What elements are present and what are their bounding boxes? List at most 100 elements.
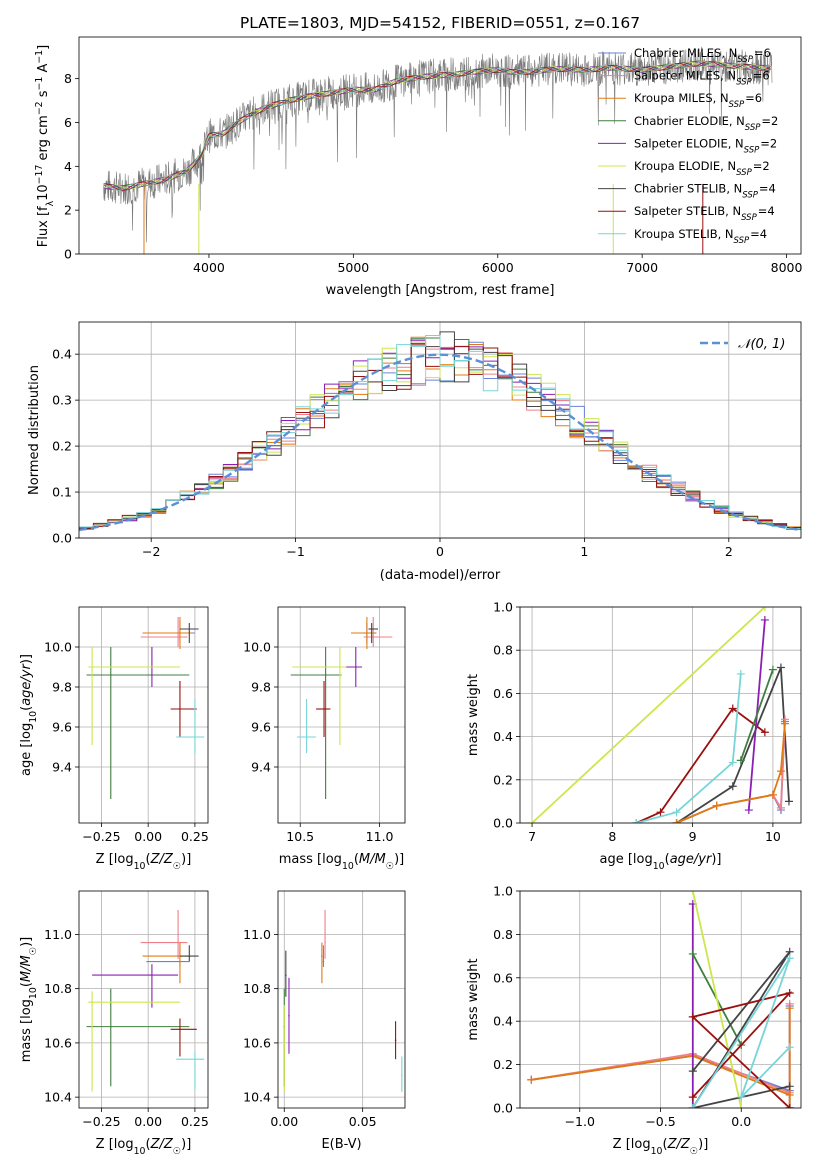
y-tick-label: 9.4 bbox=[251, 760, 271, 775]
weight-marker bbox=[672, 808, 681, 817]
label-part: −2 bbox=[34, 101, 45, 115]
errorbar-point bbox=[91, 666, 93, 668]
weight-marker bbox=[656, 808, 665, 817]
y-axis-label: mass weight bbox=[466, 958, 481, 1040]
legend-label-salpeter_elodie: Salpeter ELODIE, NSSP=2 bbox=[634, 136, 777, 155]
weight-marker bbox=[760, 607, 769, 611]
x-tick-label: 0 bbox=[436, 544, 444, 559]
weight-marker bbox=[728, 758, 737, 767]
label-part: age/yr bbox=[19, 662, 34, 705]
legend-label-normal: 𝒩(0, 1) bbox=[738, 337, 785, 352]
label-part: 10 bbox=[653, 861, 665, 872]
axes-frame bbox=[78, 606, 209, 824]
weight-marker bbox=[785, 1090, 794, 1099]
axes-frame bbox=[277, 606, 406, 824]
x-tick-label: −1 bbox=[286, 544, 304, 559]
label-part: )] bbox=[711, 852, 721, 867]
errorbar-kroupa_elodie bbox=[88, 991, 180, 1092]
label-part: Z/Z bbox=[150, 852, 174, 867]
weight-marker bbox=[776, 767, 785, 776]
x-axis-label: age [log10(age/yr)] bbox=[599, 852, 721, 872]
legend-suffix: =4 bbox=[758, 204, 775, 218]
x-tick-label: 0.25 bbox=[181, 829, 209, 844]
weight-marker bbox=[736, 669, 745, 678]
errorbar-point bbox=[394, 1039, 397, 1041]
plot-area-spectrum bbox=[103, 46, 773, 254]
y-tick-label: 0.2 bbox=[493, 1057, 513, 1072]
x-tick-label: 10 bbox=[765, 829, 781, 844]
errorbar-kroupa_miles bbox=[321, 942, 323, 984]
x-tick-label: −0.5 bbox=[645, 1114, 675, 1129]
legend-sub: SSP bbox=[736, 78, 752, 88]
figure-title: PLATE=1803, MJD=54152, FIBERID=0551, z=0… bbox=[240, 14, 640, 32]
label-part: ☉ bbox=[173, 861, 181, 872]
weight-series-chabrier_elodie bbox=[736, 665, 777, 765]
model-spectrum-salpeter_stelib bbox=[103, 61, 771, 192]
errorbar-chabrier_stelib bbox=[179, 945, 199, 962]
y-axis-label: age [log10(age/yr)] bbox=[19, 654, 39, 776]
label-part: Z/Z bbox=[150, 1137, 174, 1152]
label-part: ☉ bbox=[386, 861, 394, 872]
legend-suffix: =6 bbox=[754, 46, 771, 60]
errorbar-point bbox=[354, 666, 357, 668]
y-tick-label: 4 bbox=[64, 159, 72, 174]
x-tick-label: 6000 bbox=[482, 260, 514, 275]
weight-marker bbox=[785, 1004, 794, 1013]
weight-marker bbox=[728, 782, 737, 791]
x-tick-label: 8000 bbox=[771, 260, 803, 275]
y-tick-label: 0.8 bbox=[493, 927, 513, 942]
panel-weight_vs_Z: −1.0 −0.5 0.0 0.0 0.2 0.4 0.6 0.8 1.0 Z [log10(Z/… bbox=[466, 884, 802, 1157]
y-tick-label: 0.2 bbox=[493, 772, 513, 787]
errorbar-point bbox=[322, 960, 325, 963]
y-tick-label: 6 bbox=[64, 115, 72, 130]
errorbar-salpeter_elodie bbox=[288, 977, 290, 1054]
x-tick-label: 0.05 bbox=[349, 1114, 377, 1129]
y-tick-label: 9.6 bbox=[52, 720, 72, 735]
y-tick-label: 8 bbox=[64, 71, 72, 86]
weight-marker bbox=[688, 949, 697, 958]
label-part: Z [log bbox=[96, 1137, 134, 1152]
weight-marker bbox=[776, 803, 785, 812]
errorbar-point bbox=[91, 1001, 93, 1004]
label-part: age [log bbox=[19, 723, 34, 776]
axes-frame bbox=[78, 321, 802, 539]
legend-sub: SSP bbox=[737, 55, 753, 65]
y-tick-label: 0.1 bbox=[52, 485, 72, 500]
errorbar-point bbox=[179, 1028, 181, 1031]
legend-suffix: =2 bbox=[753, 159, 770, 173]
label-part: ( bbox=[146, 852, 151, 867]
legend-text: Kroupa ELODIE, N bbox=[634, 159, 736, 173]
errorbar-point bbox=[339, 666, 341, 668]
legend-suffix: =4 bbox=[750, 227, 767, 241]
label-part: )] bbox=[19, 937, 34, 947]
weight-series-salpeter_elodie bbox=[688, 900, 697, 1108]
weight-series-kroupa_miles bbox=[672, 719, 789, 823]
label-part: erg cm bbox=[36, 115, 51, 164]
legend-sub: SSP bbox=[729, 100, 745, 110]
panel-spectrum: 4000 5000 6000 7000 8000 0 2 4 6 8 wavelength [Ang… bbox=[34, 36, 803, 298]
weight-marker bbox=[688, 1104, 697, 1108]
errorbar-chabrier_elodie bbox=[86, 988, 190, 1087]
x-axis-label: Z [log10(Z/Z☉)] bbox=[96, 1137, 192, 1157]
x-tick-label: 0.00 bbox=[134, 829, 162, 844]
legend-suffix: =6 bbox=[753, 69, 770, 83]
y-tick-label: 11.0 bbox=[243, 927, 271, 942]
weight-marker bbox=[768, 665, 777, 674]
legend-sub: SSP bbox=[745, 123, 761, 133]
weight-marker bbox=[776, 663, 785, 672]
weight-marker bbox=[688, 891, 697, 895]
x-axis-label: wavelength [Angstrom, rest frame] bbox=[326, 283, 555, 298]
y-axis-label: mass [log10(M/M☉)] bbox=[19, 937, 39, 1063]
errorbar-salpeter_elodie bbox=[92, 964, 179, 1008]
label-part: ( bbox=[354, 852, 359, 867]
errorbar-point bbox=[179, 632, 181, 634]
errorbar-point bbox=[324, 941, 326, 944]
x-tick-label: −0.25 bbox=[82, 1114, 120, 1129]
weight-marker bbox=[785, 954, 794, 963]
y-tick-label: 10.6 bbox=[44, 1035, 72, 1050]
axes-frame bbox=[78, 36, 802, 255]
legend-text: Kroupa STELIB, N bbox=[634, 227, 734, 241]
weight-marker bbox=[632, 819, 641, 823]
errorbar-kroupa_elodie bbox=[283, 1004, 286, 1092]
